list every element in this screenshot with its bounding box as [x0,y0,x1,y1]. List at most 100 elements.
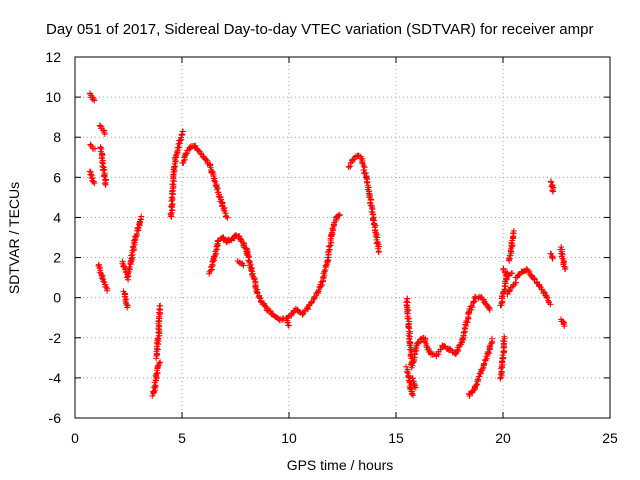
data-point [336,211,343,218]
x-tick-label: 25 [602,430,618,446]
data-point [510,227,517,234]
data-point [548,179,555,186]
x-tick-label: 15 [388,430,404,446]
data-point [171,163,177,170]
y-tick-label: 0 [53,290,61,306]
y-tick-label: 8 [53,129,61,145]
data-point [154,346,161,353]
data-point [422,339,428,346]
data-point [211,177,218,184]
data-point [550,188,557,195]
x-tick-label: 20 [495,430,511,446]
x-axis-label: GPS time / hours [287,457,394,473]
data-point [104,287,110,294]
data-point [175,141,182,147]
data-point [240,262,247,269]
data-point [101,131,108,137]
data-point [156,360,163,367]
data-point [223,239,230,246]
data-point [131,237,138,244]
data-point [405,332,412,339]
data-point [544,295,551,301]
data-points [86,90,569,399]
data-point [505,273,512,279]
data-point [310,296,317,303]
data-point [536,283,543,290]
data-point [468,302,475,309]
data-point [128,252,135,259]
data-point [124,304,131,311]
data-point [429,351,436,358]
data-point [499,293,506,300]
data-point [452,351,459,358]
data-point [100,278,107,285]
y-tick-label: -4 [49,370,62,386]
data-point [99,163,106,170]
data-point [459,335,466,342]
data-point [509,270,516,277]
data-point [408,364,415,371]
data-point [367,202,374,209]
data-point [91,97,98,104]
data-point [547,301,554,308]
data-point [489,335,495,342]
data-point [179,128,186,135]
data-point [501,333,508,340]
x-tick-label: 5 [178,430,186,446]
data-point [506,252,513,259]
data-point [95,262,102,269]
data-point [153,370,160,377]
y-tick-label: 4 [53,209,61,225]
data-point [408,391,415,398]
data-point [403,363,410,370]
y-tick-label: 2 [53,250,61,266]
data-point [411,383,418,390]
data-point [486,306,493,313]
data-point [98,146,105,152]
data-point [157,302,164,309]
x-tick-label: 10 [281,430,297,446]
data-point [157,359,164,366]
data-point [464,319,471,326]
y-axis-label: SDTVAR / TECUs [6,182,22,294]
data-point [102,181,109,188]
data-point [138,213,145,220]
data-point [329,225,336,232]
data-point [132,233,139,240]
data-point [324,254,331,261]
data-point [197,150,204,157]
data-point [91,180,98,187]
data-point [172,154,179,161]
data-point [220,235,226,242]
data-point [475,376,481,383]
data-point [409,375,416,382]
data-point [410,392,417,399]
y-tick-label: -2 [49,330,62,346]
data-point [475,373,482,380]
data-point [248,267,255,274]
data-point [98,271,105,278]
data-point [214,238,221,245]
data-point [481,360,488,367]
data-point [319,282,325,288]
axis-ticks: 0 5 10 15 20 25 -6 -4 -2 0 2 4 6 8 10 12 [45,49,618,446]
data-point [285,314,292,320]
data-point [375,249,382,256]
data-point [126,264,133,271]
chart-title: Day 051 of 2017, Sidereal Day-to-day VTE… [46,21,593,38]
data-point [561,266,568,273]
x-tick-label: 0 [71,430,79,446]
data-point [561,323,568,330]
data-point [505,288,512,295]
data-point [167,210,174,217]
data-point [549,255,556,262]
data-point [412,384,419,391]
data-point [96,122,103,129]
data-point [371,221,378,228]
data-point [224,214,231,221]
data-point [96,269,103,276]
data-point [368,196,374,203]
y-tick-label: 6 [53,169,61,185]
